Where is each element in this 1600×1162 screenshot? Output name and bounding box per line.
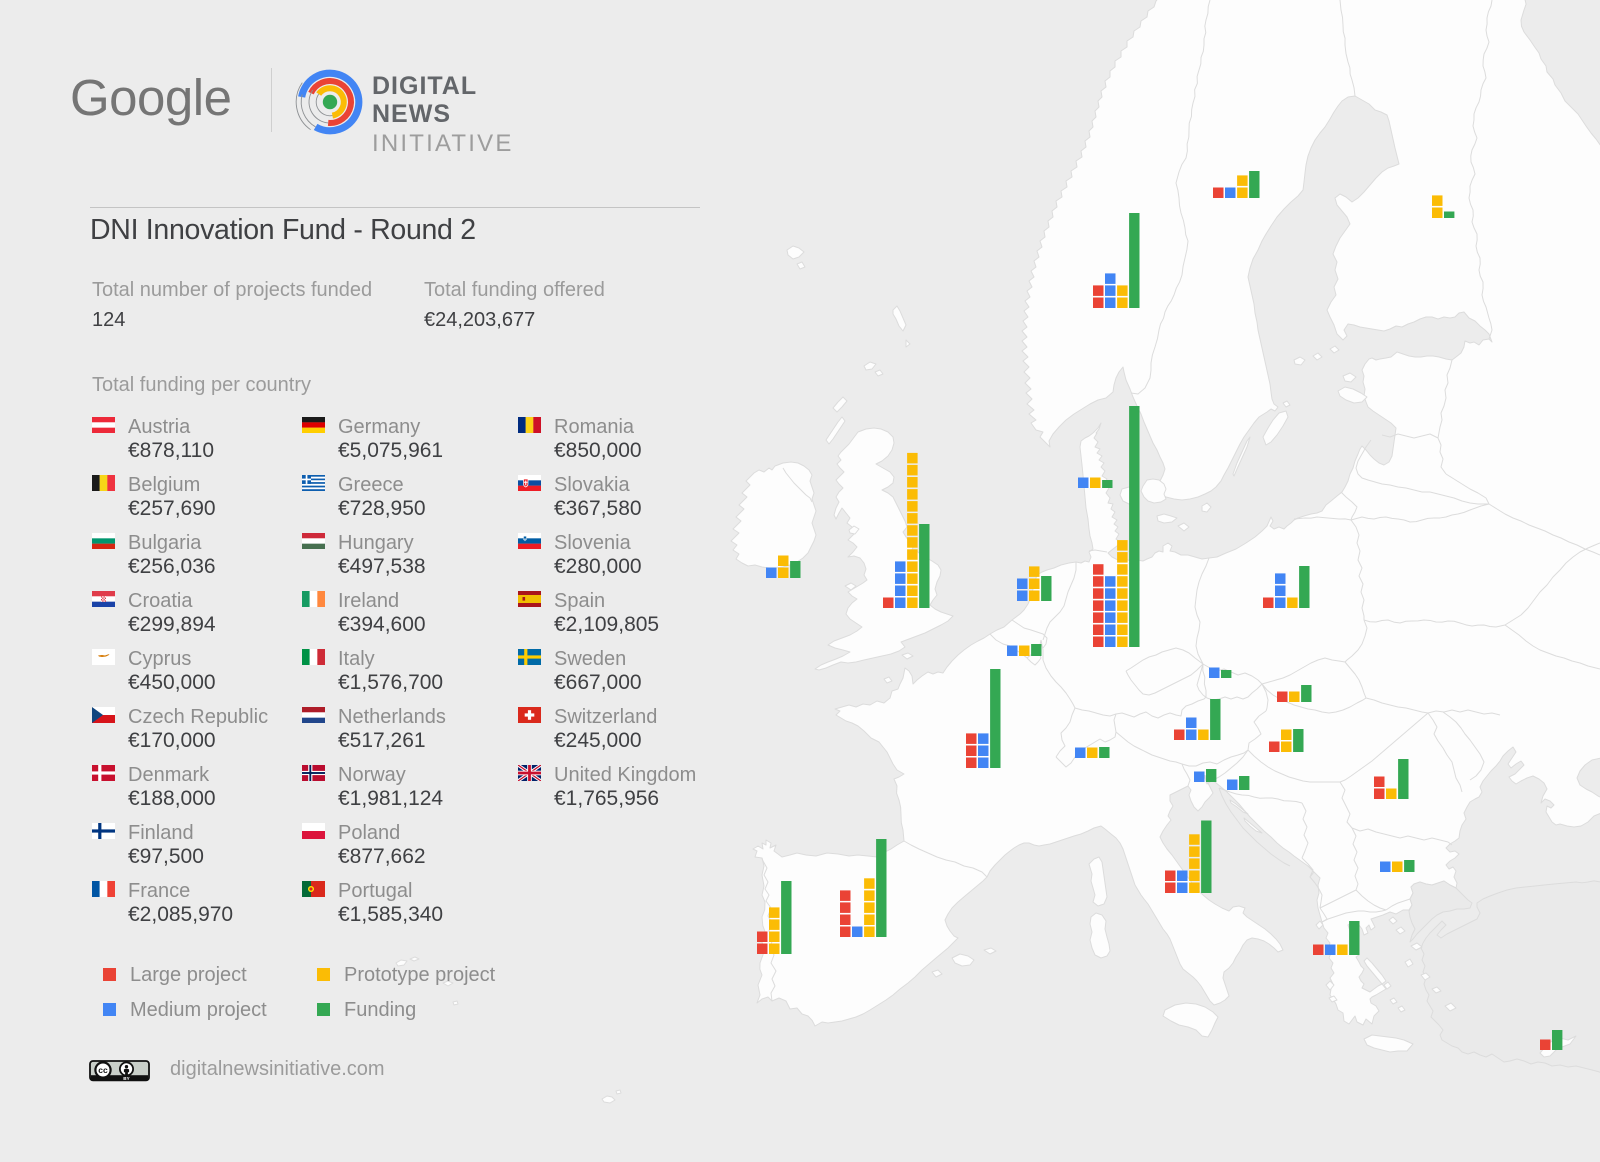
svg-text:cc: cc (98, 1065, 108, 1075)
svg-text:BY: BY (123, 1076, 129, 1081)
